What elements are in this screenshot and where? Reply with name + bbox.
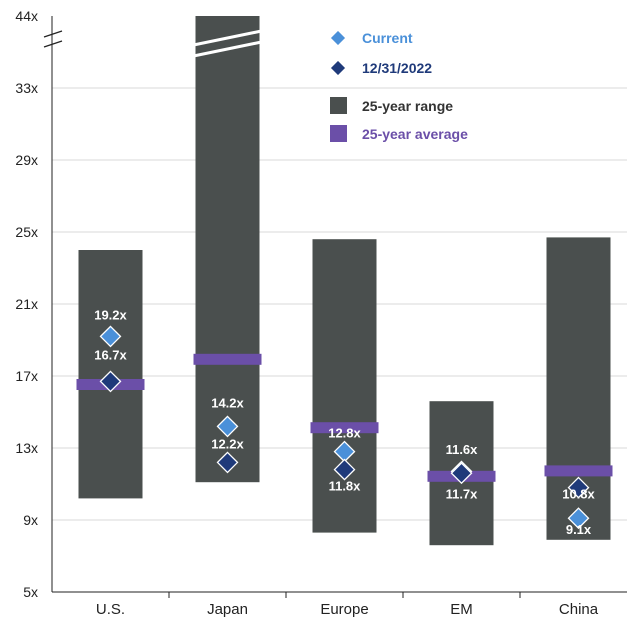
bar-break-mark [193, 40, 262, 58]
y-tick-label: 13x [15, 440, 38, 456]
prior-marker [567, 476, 590, 499]
legend: Current 12/31/2022 25-year range 25-year av… [329, 29, 468, 142]
average-bar [193, 353, 262, 365]
average-bar [310, 422, 379, 434]
axis-break-mark [43, 30, 63, 38]
x-tick-label: Japan [207, 601, 248, 618]
prior-data-label: 11.6x [446, 442, 479, 457]
current-data-label: 14.2x [211, 395, 244, 410]
x-axis: U.S. Japan Europe EM China [52, 591, 627, 618]
y-tick-label: 29x [15, 152, 38, 168]
y-tick-label: 33x [15, 80, 38, 96]
prior-data-label: 16.7x [94, 347, 127, 362]
current-data-label: 11.7x [446, 486, 479, 501]
legend-current-label: Current [362, 30, 413, 46]
current-marker [567, 507, 590, 530]
current-data-label: 12.8x [328, 426, 361, 441]
prior-data-label: 11.8x [329, 479, 362, 494]
y-tick-label: 9x [23, 512, 38, 528]
prior-marker [333, 458, 356, 481]
y-tick-label: 25x [15, 224, 38, 240]
prior-marker [99, 370, 122, 393]
range-bar [195, 16, 260, 483]
x-tick-label: China [559, 601, 599, 618]
x-tick-label: Europe [320, 601, 368, 618]
diamond-markers [99, 325, 590, 530]
prior-marker [450, 462, 473, 485]
legend-average-swatch [330, 125, 347, 142]
axis-break-mark [43, 40, 63, 48]
legend-range-swatch [330, 97, 347, 114]
y-tick-label: 5x [23, 584, 38, 600]
current-marker [216, 415, 239, 438]
prior-data-label: 10.8x [562, 487, 595, 502]
range-bar [312, 239, 377, 533]
y-tick-label: 44x [15, 8, 38, 24]
prior-data-label: 12.2x [211, 436, 244, 451]
prior-marker [216, 451, 239, 474]
x-tick-label: U.S. [96, 601, 125, 618]
current-marker [99, 325, 122, 348]
bar-break-mark [193, 29, 262, 47]
legend-prior-label: 12/31/2022 [362, 60, 432, 76]
current-data-label: 9.1x [566, 522, 592, 537]
legend-prior-marker [329, 59, 347, 77]
y-tick-label: 17x [15, 368, 38, 384]
legend-average-label: 25-year average [362, 126, 468, 142]
legend-range-label: 25-year range [362, 98, 453, 114]
y-axis: 5x 9x 13x 17x 21x 25x 29x 33x 44x [15, 8, 63, 600]
average-bar [544, 465, 613, 477]
x-tick-label: EM [450, 601, 473, 618]
legend-current-marker [329, 29, 347, 47]
y-tick-label: 21x [15, 296, 38, 312]
current-data-label: 19.2x [94, 307, 127, 322]
data-labels: 19.2x 14.2x 12.8x 11.7x 9.1x 16.7x 12.2x 11.8x 1… [94, 307, 595, 537]
